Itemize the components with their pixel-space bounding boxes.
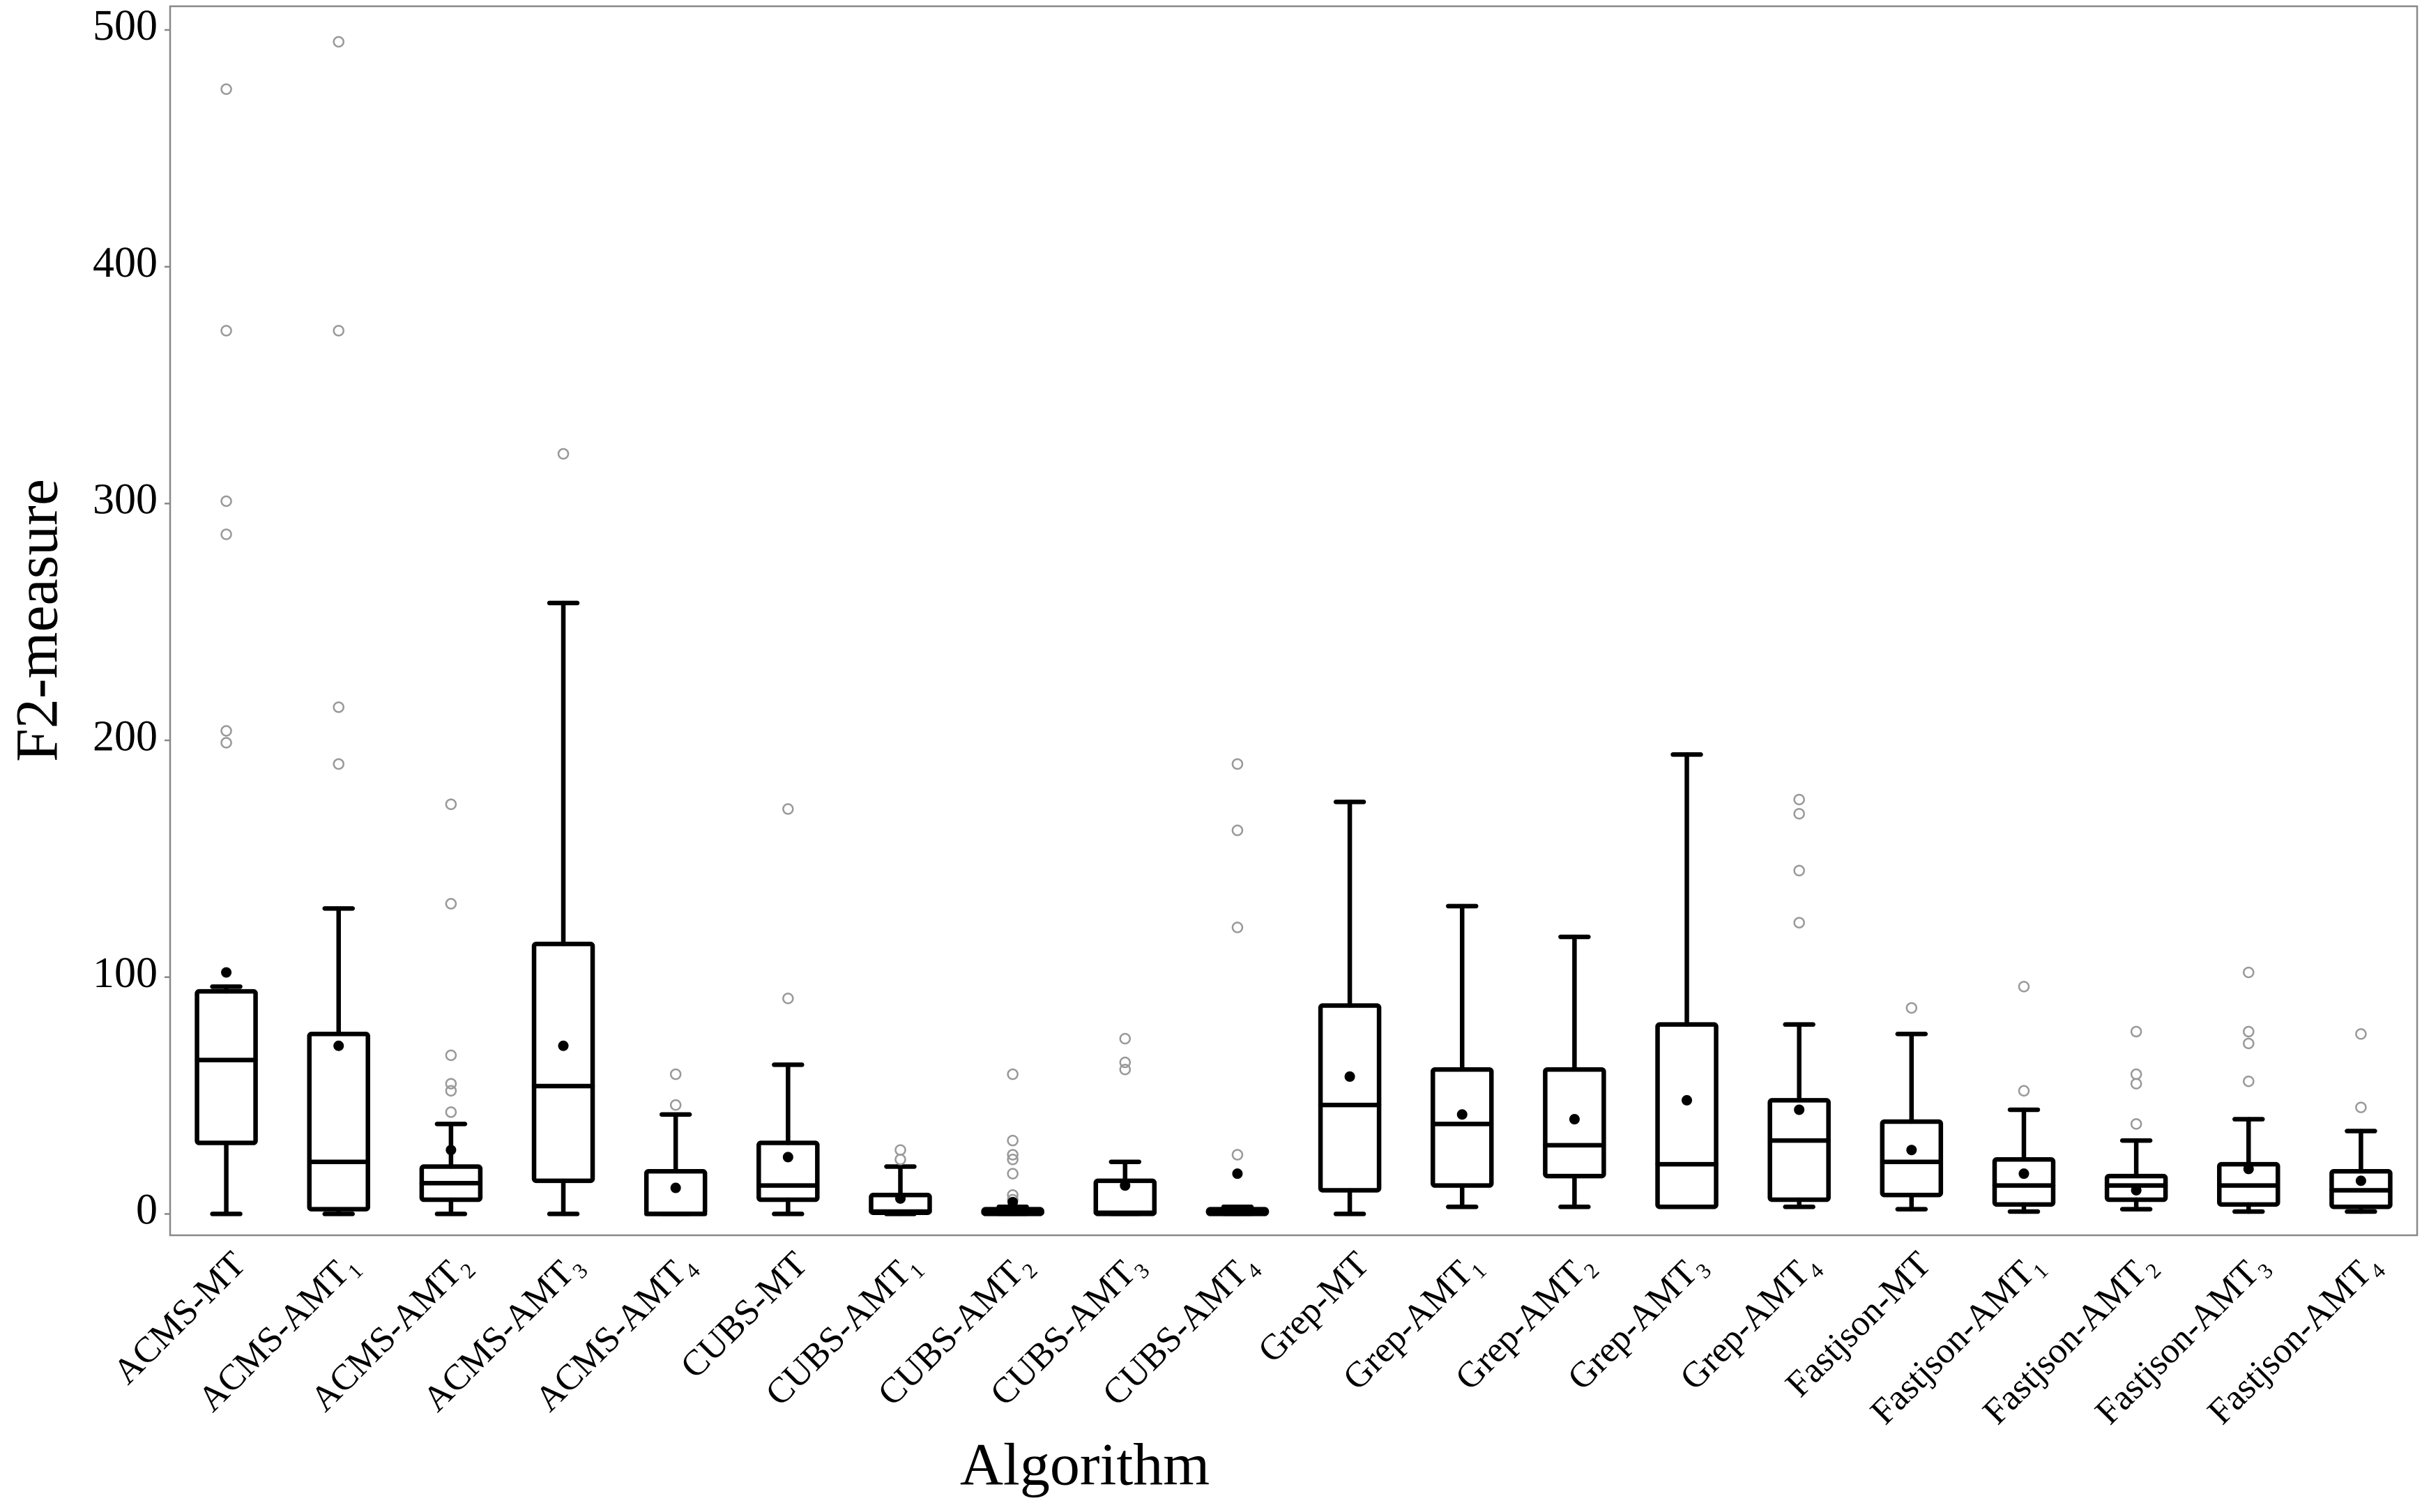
outlier <box>1793 917 1805 929</box>
outlier <box>445 1085 457 1097</box>
outlier <box>333 758 344 770</box>
mean-point <box>1794 1104 1805 1115</box>
outlier <box>1007 1154 1019 1166</box>
plot-frame <box>169 5 2419 1237</box>
outlier <box>2130 1068 2142 1080</box>
box <box>1543 1067 1606 1179</box>
mean-point <box>445 1145 457 1156</box>
box <box>531 941 595 1184</box>
mean-point <box>1344 1071 1355 1082</box>
outlier <box>1007 1149 1019 1161</box>
mean-point <box>558 1040 569 1051</box>
outlier <box>782 993 794 1005</box>
outlier <box>2130 1078 2142 1090</box>
outlier <box>1793 793 1805 806</box>
outlier <box>220 725 232 737</box>
outlier <box>1007 1134 1019 1147</box>
outlier <box>445 798 457 811</box>
box <box>1318 1003 1382 1193</box>
outlier <box>1007 1168 1019 1179</box>
outlier <box>1119 1032 1132 1045</box>
outlier <box>1231 824 1244 837</box>
outlier <box>1793 808 1805 820</box>
y-tick-label: 100 <box>93 949 158 997</box>
outlier <box>445 1106 457 1118</box>
outlier <box>220 495 232 507</box>
outlier <box>220 325 232 337</box>
outlier <box>445 898 457 910</box>
outlier <box>2243 1037 2255 1050</box>
outlier <box>1231 758 1244 770</box>
box <box>756 1140 820 1202</box>
mean-point <box>333 1040 344 1051</box>
y-tick-label: 0 <box>136 1186 158 1234</box>
outlier <box>220 83 232 96</box>
outlier <box>445 1078 457 1090</box>
mean-point <box>221 967 232 978</box>
outlier <box>2355 1101 2367 1113</box>
outlier <box>1119 1056 1132 1069</box>
outlier <box>445 1049 457 1062</box>
mean-point <box>1007 1196 1019 1207</box>
outlier <box>1007 1068 1019 1080</box>
outlier <box>2243 1075 2255 1087</box>
outlier <box>1119 1063 1132 1076</box>
outlier <box>220 528 232 540</box>
outlier <box>333 325 344 337</box>
mean-point <box>1232 1168 1243 1179</box>
x-axis-title: Algorithm <box>960 1431 1210 1498</box>
y-tick-label: 500 <box>93 2 158 49</box>
box <box>1655 1022 1719 1209</box>
mean-point <box>2131 1184 2142 1196</box>
mean-point <box>782 1152 793 1163</box>
y-tick-label: 300 <box>93 476 158 524</box>
outlier <box>557 448 570 460</box>
outlier <box>2243 966 2255 979</box>
mean-point <box>2355 1175 2366 1186</box>
outlier <box>1231 1149 1244 1161</box>
mean-point <box>2243 1163 2254 1175</box>
mean-point <box>1569 1114 1580 1125</box>
outlier <box>669 1099 682 1111</box>
outlier <box>333 701 344 713</box>
box <box>1430 1067 1494 1188</box>
outlier <box>2018 981 2030 993</box>
box <box>195 988 258 1145</box>
outlier <box>2243 1025 2255 1038</box>
outlier <box>1793 864 1805 877</box>
box <box>307 1032 370 1212</box>
outlier <box>1231 922 1244 933</box>
mean-point <box>1120 1180 1131 1191</box>
outlier <box>2130 1025 2142 1038</box>
outlier <box>2355 1028 2367 1040</box>
mean-point <box>1456 1109 1468 1120</box>
y-tick-label: 400 <box>93 239 158 287</box>
mean-point <box>894 1193 906 1204</box>
mean-point <box>670 1182 681 1193</box>
outlier <box>669 1068 682 1080</box>
box <box>1767 1098 1831 1202</box>
outlier <box>333 36 344 48</box>
mean-point <box>2018 1168 2029 1179</box>
y-tick-label: 200 <box>93 712 158 760</box>
outlier <box>220 737 232 749</box>
box <box>1880 1119 1944 1198</box>
box <box>1992 1157 2056 1207</box>
mean-point <box>1682 1094 1693 1106</box>
outlier <box>894 1154 906 1166</box>
outlier <box>894 1144 906 1156</box>
outlier <box>1905 1002 1918 1014</box>
outlier <box>2130 1118 2142 1130</box>
mean-point <box>1906 1145 1917 1156</box>
outlier <box>2018 1085 2030 1097</box>
outlier <box>782 803 794 815</box>
box <box>2104 1173 2168 1202</box>
y-axis-title: F2-measure <box>3 479 70 762</box>
